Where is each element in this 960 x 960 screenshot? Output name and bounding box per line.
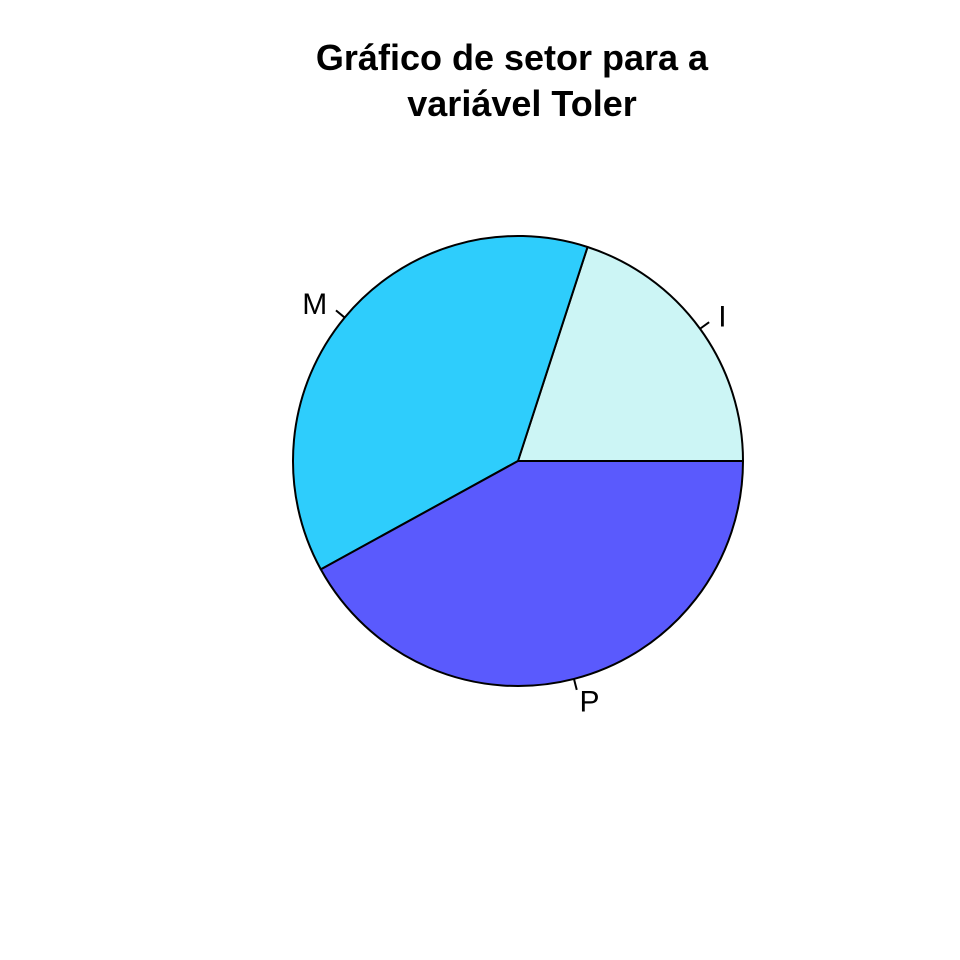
label-tick-m bbox=[335, 309, 346, 319]
pie-label-i: I bbox=[718, 301, 726, 334]
pie-slice-m bbox=[292, 235, 589, 571]
chart-title-line-2: variável Toler bbox=[407, 83, 636, 124]
pie-label-m: M bbox=[302, 288, 327, 321]
pie-slice-i bbox=[517, 246, 744, 462]
chart-title-line-1: Gráfico de setor para a bbox=[316, 37, 709, 78]
label-tick-p bbox=[572, 678, 578, 691]
pie-labels: I M P bbox=[302, 288, 726, 718]
label-tick-i bbox=[699, 321, 710, 330]
pie-label-p: P bbox=[580, 686, 600, 719]
pie-slice-p bbox=[319, 460, 744, 687]
pie-slices bbox=[292, 235, 744, 687]
